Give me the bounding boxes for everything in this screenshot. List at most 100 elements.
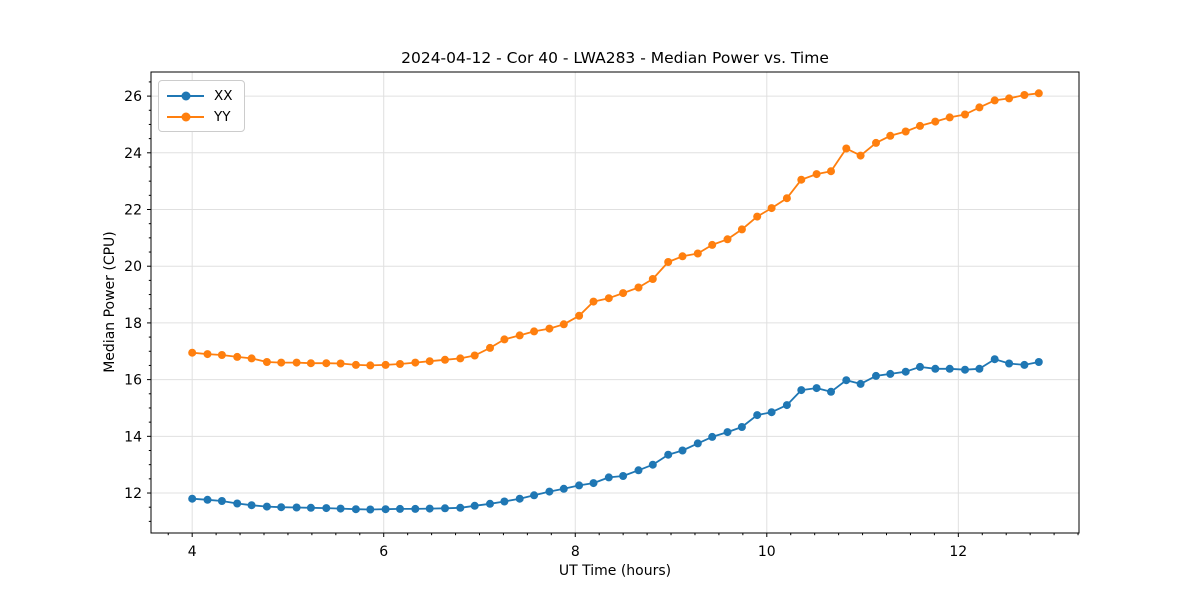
series-yy-marker (351, 360, 360, 369)
series-yy-marker (441, 355, 449, 364)
series-xx-marker (604, 473, 613, 482)
series-yy-marker (233, 352, 242, 361)
series-xx-marker (486, 499, 494, 508)
series-yy-markers (188, 89, 1043, 370)
y-tick-label: 24 (124, 146, 142, 162)
series-yy-marker (990, 96, 999, 105)
series-xx-marker (619, 472, 628, 480)
series-yy-marker (604, 294, 613, 303)
y-tick-label: 12 (124, 486, 142, 502)
series-yy-marker (292, 358, 301, 367)
series-yy-marker (961, 110, 969, 119)
series-yy-marker (648, 275, 657, 283)
y-tick-label: 16 (124, 373, 142, 389)
series-xx-marker (1020, 360, 1029, 369)
y-tick-label: 18 (124, 316, 142, 332)
series-yy-line (192, 92, 1039, 367)
series-yy-marker (931, 117, 940, 126)
series-yy-marker (901, 127, 910, 136)
series-yy-marker (1034, 89, 1043, 98)
series-xx-marker (990, 355, 999, 364)
series-yy-marker (247, 354, 256, 363)
series-xx-marker (396, 504, 404, 513)
y-tick-label: 20 (124, 259, 142, 275)
series-xx-marker (366, 505, 375, 514)
series-yy-marker (545, 324, 554, 333)
series-xx-marker (678, 446, 687, 455)
series-xx-marker (1005, 359, 1014, 368)
series-xx-marker (1034, 358, 1043, 366)
series-xx-marker (961, 365, 969, 374)
y-tick-label: 14 (124, 429, 142, 445)
x-tick-label: 12 (949, 544, 967, 560)
gridlines (151, 72, 1079, 533)
legend-marker-icon (181, 91, 190, 100)
series-yy-marker (381, 360, 390, 369)
series-yy-marker (664, 258, 673, 266)
series-xx-marker (277, 503, 286, 512)
series-yy-marker (872, 138, 880, 147)
y-axis-label: Median Power (CPU) (102, 231, 118, 373)
series-yy-marker (470, 351, 479, 360)
series-xx-marker (753, 411, 762, 420)
series-yy-marker (530, 327, 539, 336)
legend-marker-icon (181, 112, 190, 121)
series-xx-marker (693, 439, 702, 448)
series-yy-marker (708, 240, 717, 249)
series-xx-marker (188, 494, 197, 503)
series-xx-marker (425, 504, 434, 513)
series-xx-marker (559, 484, 568, 493)
series-yy-marker (262, 358, 271, 366)
series-yy-marker (336, 359, 345, 368)
series-xx-marker (842, 376, 851, 385)
series-yy-marker (812, 170, 821, 179)
legend-label-xx: XX (214, 87, 233, 104)
series-yy-marker (188, 348, 197, 357)
series-yy-marker (693, 249, 702, 258)
series-xx-marker (827, 387, 835, 396)
y-tick-label: 26 (124, 89, 142, 105)
series-yy-marker (425, 357, 434, 366)
series-yy-marker (945, 113, 954, 122)
series-xx-marker (856, 379, 865, 388)
series-yy-marker (1020, 91, 1029, 99)
x-tick-label: 4 (188, 544, 197, 560)
series-yy-marker (916, 121, 924, 130)
series-xx-marker (575, 481, 584, 490)
series-xx-marker (411, 504, 420, 513)
series-xx-marker (737, 423, 746, 431)
series-xx-marker (306, 503, 315, 512)
series-xx-marker (812, 384, 821, 393)
legend: XX YY (158, 80, 245, 132)
series-xx-marker (782, 401, 791, 410)
series-xx-marker (634, 466, 643, 475)
series-yy-marker (322, 359, 331, 368)
series-xx-marker (441, 504, 449, 513)
series-yy-marker (366, 361, 375, 370)
legend-label-yy: YY (214, 108, 231, 125)
series-yy-marker (1005, 94, 1014, 103)
series-yy-marker (306, 359, 315, 368)
series-xx-marker (767, 408, 776, 417)
series-xx-marker (336, 504, 345, 513)
series-xx-marker (648, 460, 657, 469)
series-yy-marker (217, 351, 226, 359)
series-yy-marker (277, 358, 286, 367)
series-yy-marker (886, 131, 895, 140)
series-xx-marker (797, 386, 806, 395)
series-yy-marker (456, 354, 465, 363)
series-xx-line (192, 358, 1039, 511)
series-yy-marker (575, 311, 584, 320)
series-xx-marker (664, 450, 673, 459)
y-tick-label: 22 (124, 203, 142, 219)
plot-border (150, 71, 1080, 534)
series-xx-marker (203, 495, 212, 504)
series-xx-marker (515, 494, 524, 503)
series-yy-marker (797, 175, 806, 184)
series-yy-marker (411, 358, 420, 367)
x-axis-label: UT Time (hours) (558, 563, 672, 579)
series-yy-marker (515, 331, 524, 340)
series-yy-marker (737, 225, 746, 234)
legend-line-swatch-xx (167, 91, 204, 100)
